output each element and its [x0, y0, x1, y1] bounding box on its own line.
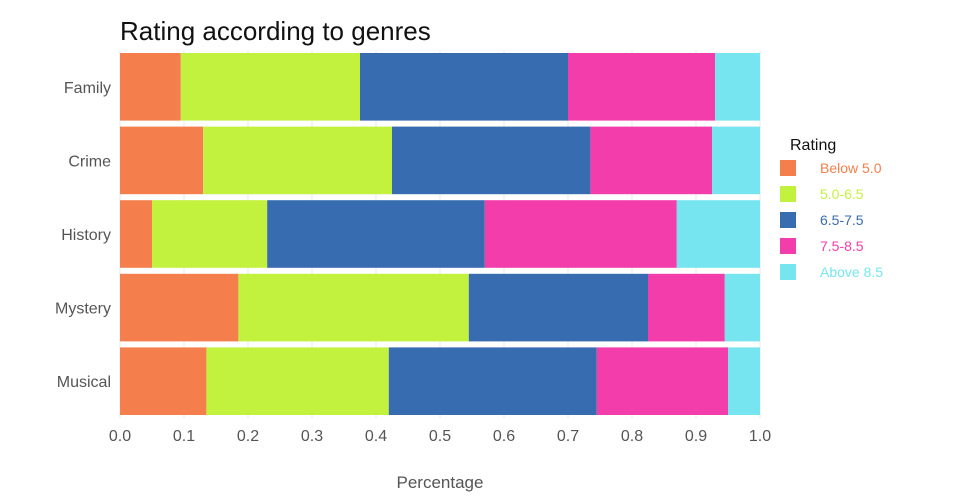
- y-tick-label: Family: [64, 80, 111, 97]
- bar-segment: [715, 53, 760, 121]
- bar-segment: [180, 53, 360, 121]
- y-axis-ticks: Family Crime History Mystery Musical: [55, 80, 111, 391]
- x-tick-label: 0.5: [429, 428, 451, 445]
- bar-segment: [238, 273, 469, 342]
- bar-segment: [203, 126, 392, 195]
- legend-item-label: Above 8.5: [820, 264, 883, 280]
- x-tick-label: 0.4: [365, 428, 387, 445]
- bar-segment: [676, 200, 760, 268]
- legend-swatch: [780, 160, 796, 176]
- bar-segment: [712, 126, 760, 195]
- y-tick-label: Musical: [57, 374, 111, 391]
- legend-swatch: [780, 264, 796, 280]
- x-tick-label: 0.6: [493, 428, 515, 445]
- y-tick-label: History: [61, 227, 111, 244]
- x-axis-ticks: 0.0 0.1 0.2 0.3 0.4 0.5 0.6 0.7 0.8 0.9 1.0: [109, 428, 771, 445]
- legend-item-label: 6.5-7.5: [820, 212, 864, 228]
- x-tick-label: 0.2: [237, 428, 259, 445]
- bar-segment: [120, 273, 239, 342]
- bar-segment: [648, 273, 725, 342]
- bar-segment: [590, 126, 712, 195]
- legend-item-label: Below 5.0: [820, 160, 882, 176]
- legend-swatch: [780, 238, 796, 254]
- y-tick-label: Mystery: [55, 301, 111, 318]
- legend: Rating Below 5.0 5.0-6.5 6.5-7.5 7.5-8.5 Abo…: [780, 137, 883, 280]
- legend-title: Rating: [790, 137, 836, 154]
- bar-segment: [120, 347, 207, 415]
- x-tick-label: 0.3: [301, 428, 323, 445]
- bar-segment: [724, 273, 760, 342]
- bar-segment: [468, 273, 648, 342]
- x-tick-label: 0.8: [621, 428, 643, 445]
- y-tick-label: Crime: [68, 153, 111, 170]
- bars-layer: [120, 53, 760, 415]
- legend-item-label: 7.5-8.5: [820, 238, 864, 254]
- x-tick-label: 0.7: [557, 428, 579, 445]
- chart-title: Rating according to genres: [120, 16, 431, 46]
- legend-swatch: [780, 212, 796, 228]
- legend-item-label: 5.0-6.5: [820, 186, 864, 202]
- bar-segment: [120, 53, 181, 121]
- bar-segment: [596, 347, 728, 415]
- x-tick-label: 0.1: [173, 428, 195, 445]
- bar-segment: [120, 126, 204, 195]
- x-tick-label: 0.9: [685, 428, 707, 445]
- bar-segment: [206, 347, 389, 415]
- bar-segment: [728, 347, 760, 415]
- x-tick-label: 0.0: [109, 428, 131, 445]
- bar-segment: [388, 347, 597, 415]
- x-tick-label: 1.0: [749, 428, 771, 445]
- x-axis-label: Percentage: [397, 473, 484, 492]
- bar-segment: [484, 200, 677, 268]
- bar-segment: [568, 53, 716, 121]
- bar-segment: [392, 126, 591, 195]
- bar-segment: [152, 200, 268, 268]
- bar-segment: [120, 200, 152, 268]
- bar-segment: [267, 200, 485, 268]
- legend-swatch: [780, 186, 796, 202]
- bar-segment: [360, 53, 568, 121]
